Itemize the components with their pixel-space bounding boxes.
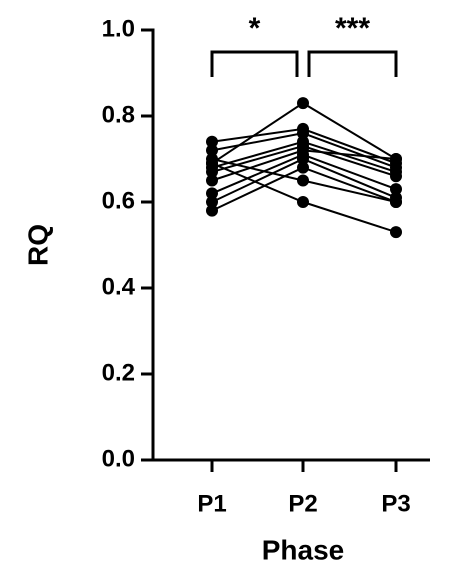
point [206, 157, 218, 170]
y-tick-label: 0.4 [102, 273, 136, 300]
y-axis-label: RQ [22, 224, 53, 266]
point [206, 135, 218, 148]
point [206, 196, 218, 208]
y-tick-label: 1.0 [102, 15, 135, 42]
y-tick-label: 0.6 [102, 187, 135, 214]
point [206, 187, 218, 200]
point [297, 97, 309, 110]
y-tick-label: 0.0 [102, 445, 135, 472]
point [390, 183, 402, 196]
x-tick-label: P2 [288, 490, 317, 517]
significance-bracket [210, 50, 299, 77]
point [297, 196, 309, 208]
significance-label: *** [335, 12, 370, 45]
point [390, 170, 402, 183]
point [297, 127, 309, 140]
point [297, 153, 309, 165]
x-axis-label: Phase [262, 534, 345, 565]
point [206, 144, 218, 157]
x-tick-label: P3 [381, 490, 410, 517]
point [390, 226, 402, 239]
point [206, 204, 218, 217]
point [297, 161, 309, 174]
significance-bracket [307, 50, 398, 77]
point [206, 165, 218, 178]
y-tick-label: 0.2 [102, 359, 135, 386]
point [297, 174, 309, 187]
y-tick-label: 0.8 [102, 101, 135, 128]
point [390, 196, 402, 208]
point [390, 153, 402, 165]
significance-label: * [249, 12, 261, 45]
x-tick-label: P1 [197, 490, 226, 517]
point [206, 174, 218, 187]
